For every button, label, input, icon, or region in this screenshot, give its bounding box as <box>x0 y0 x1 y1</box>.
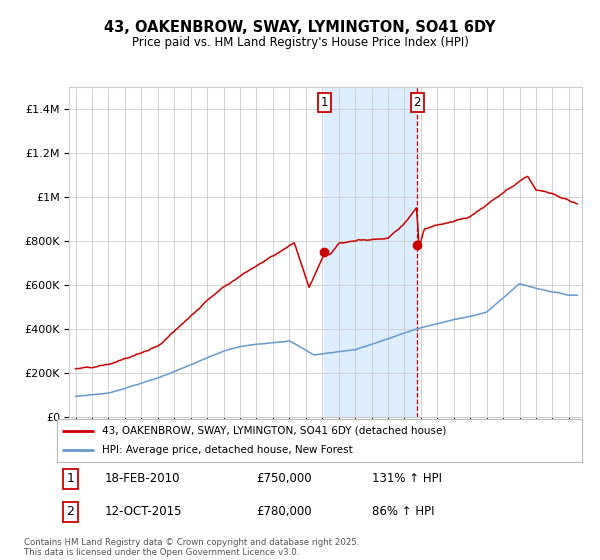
Text: £780,000: £780,000 <box>257 505 312 518</box>
Text: 131% ↑ HPI: 131% ↑ HPI <box>372 472 442 486</box>
Text: 18-FEB-2010: 18-FEB-2010 <box>104 472 180 486</box>
Text: 86% ↑ HPI: 86% ↑ HPI <box>372 505 434 518</box>
Bar <box>325 87 417 417</box>
Text: 2: 2 <box>66 505 74 518</box>
Text: Price paid vs. HM Land Registry's House Price Index (HPI): Price paid vs. HM Land Registry's House … <box>131 36 469 49</box>
Text: £750,000: £750,000 <box>257 472 312 486</box>
Text: 1: 1 <box>66 472 74 486</box>
Text: 1: 1 <box>320 96 328 109</box>
Text: 12-OCT-2015: 12-OCT-2015 <box>104 505 182 518</box>
Text: 43, OAKENBROW, SWAY, LYMINGTON, SO41 6DY (detached house): 43, OAKENBROW, SWAY, LYMINGTON, SO41 6DY… <box>101 426 446 436</box>
Text: Contains HM Land Registry data © Crown copyright and database right 2025.
This d: Contains HM Land Registry data © Crown c… <box>24 538 359 557</box>
Text: 2: 2 <box>413 96 421 109</box>
Text: HPI: Average price, detached house, New Forest: HPI: Average price, detached house, New … <box>101 445 352 455</box>
Text: 43, OAKENBROW, SWAY, LYMINGTON, SO41 6DY: 43, OAKENBROW, SWAY, LYMINGTON, SO41 6DY <box>104 20 496 35</box>
